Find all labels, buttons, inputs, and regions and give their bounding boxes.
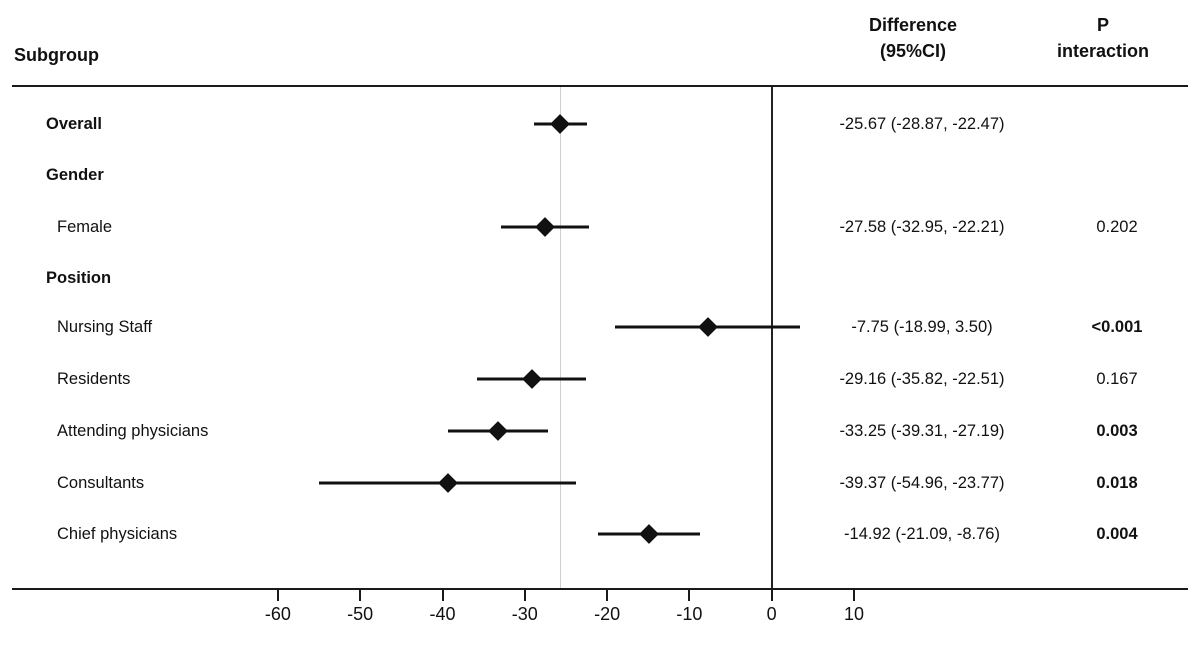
p-interaction-header: P interaction bbox=[1013, 12, 1193, 64]
axis-tick-label: -50 bbox=[347, 604, 374, 624]
subgroup-header: Subgroup bbox=[14, 45, 99, 65]
row-label: Position bbox=[46, 268, 112, 287]
p-header-line1: P bbox=[1096, 15, 1109, 35]
point-diamond bbox=[437, 473, 458, 493]
axis-tick-label: -20 bbox=[594, 604, 621, 624]
axis-tick-label: -10 bbox=[676, 604, 703, 624]
zero-line bbox=[770, 87, 773, 588]
difference-header: Difference (95%CI) bbox=[813, 12, 1013, 64]
difference-header-line1: Difference bbox=[868, 15, 958, 35]
axis-tick bbox=[441, 590, 444, 601]
axis-tick-label: 10 bbox=[843, 604, 865, 624]
axis-tick bbox=[523, 590, 526, 601]
axis-tick bbox=[688, 590, 691, 601]
point-diamond bbox=[550, 114, 571, 134]
point-diamond bbox=[534, 217, 555, 237]
p-value: 0.018 bbox=[1096, 473, 1138, 492]
axis-tick bbox=[276, 590, 279, 601]
axis-tick-label: -30 bbox=[511, 604, 538, 624]
axis-tick bbox=[853, 590, 855, 601]
axis-tick bbox=[606, 590, 609, 601]
difference-value: -7.75 (-18.99, 3.50) bbox=[851, 317, 993, 336]
row-label: Consultants bbox=[57, 473, 145, 492]
p-value: 0.202 bbox=[1096, 217, 1138, 236]
point-diamond bbox=[488, 421, 508, 441]
difference-value: -25.67 (-28.87, -22.47) bbox=[839, 114, 1005, 133]
row-label: Female bbox=[57, 217, 113, 236]
axis-tick bbox=[770, 590, 773, 601]
axis-tick-label: -60 bbox=[264, 604, 291, 624]
p-value: 0.167 bbox=[1096, 369, 1138, 388]
bottom-rule bbox=[12, 588, 1188, 590]
difference-value: -33.25 (-39.31, -27.19) bbox=[839, 421, 1005, 440]
row-label: Nursing Staff bbox=[57, 317, 153, 336]
row-label: Gender bbox=[46, 165, 104, 184]
point-diamond bbox=[698, 317, 718, 337]
row-label: Overall bbox=[46, 114, 102, 133]
row-label: Residents bbox=[57, 369, 131, 388]
axis-tick bbox=[359, 590, 362, 601]
difference-header-line2: (95%CI) bbox=[879, 41, 946, 61]
difference-value: -39.37 (-54.96, -23.77) bbox=[839, 473, 1005, 492]
p-value: 0.003 bbox=[1096, 421, 1138, 440]
p-value: 0.004 bbox=[1096, 524, 1138, 543]
axis-tick-label: -40 bbox=[429, 604, 456, 624]
difference-value: -29.16 (-35.82, -22.51) bbox=[839, 369, 1005, 388]
p-header-line2: interaction bbox=[1056, 41, 1149, 61]
top-rule bbox=[12, 85, 1188, 87]
p-value: <0.001 bbox=[1091, 317, 1143, 336]
point-diamond bbox=[521, 369, 542, 389]
point-diamond bbox=[639, 524, 659, 544]
row-label: Chief physicians bbox=[57, 524, 178, 543]
axis-tick-label: 0 bbox=[766, 604, 777, 624]
difference-value: -14.92 (-21.09, -8.76) bbox=[844, 524, 1000, 543]
row-label: Attending physicians bbox=[57, 421, 209, 440]
difference-value: -27.58 (-32.95, -22.21) bbox=[839, 217, 1005, 236]
reference-line bbox=[559, 87, 561, 588]
